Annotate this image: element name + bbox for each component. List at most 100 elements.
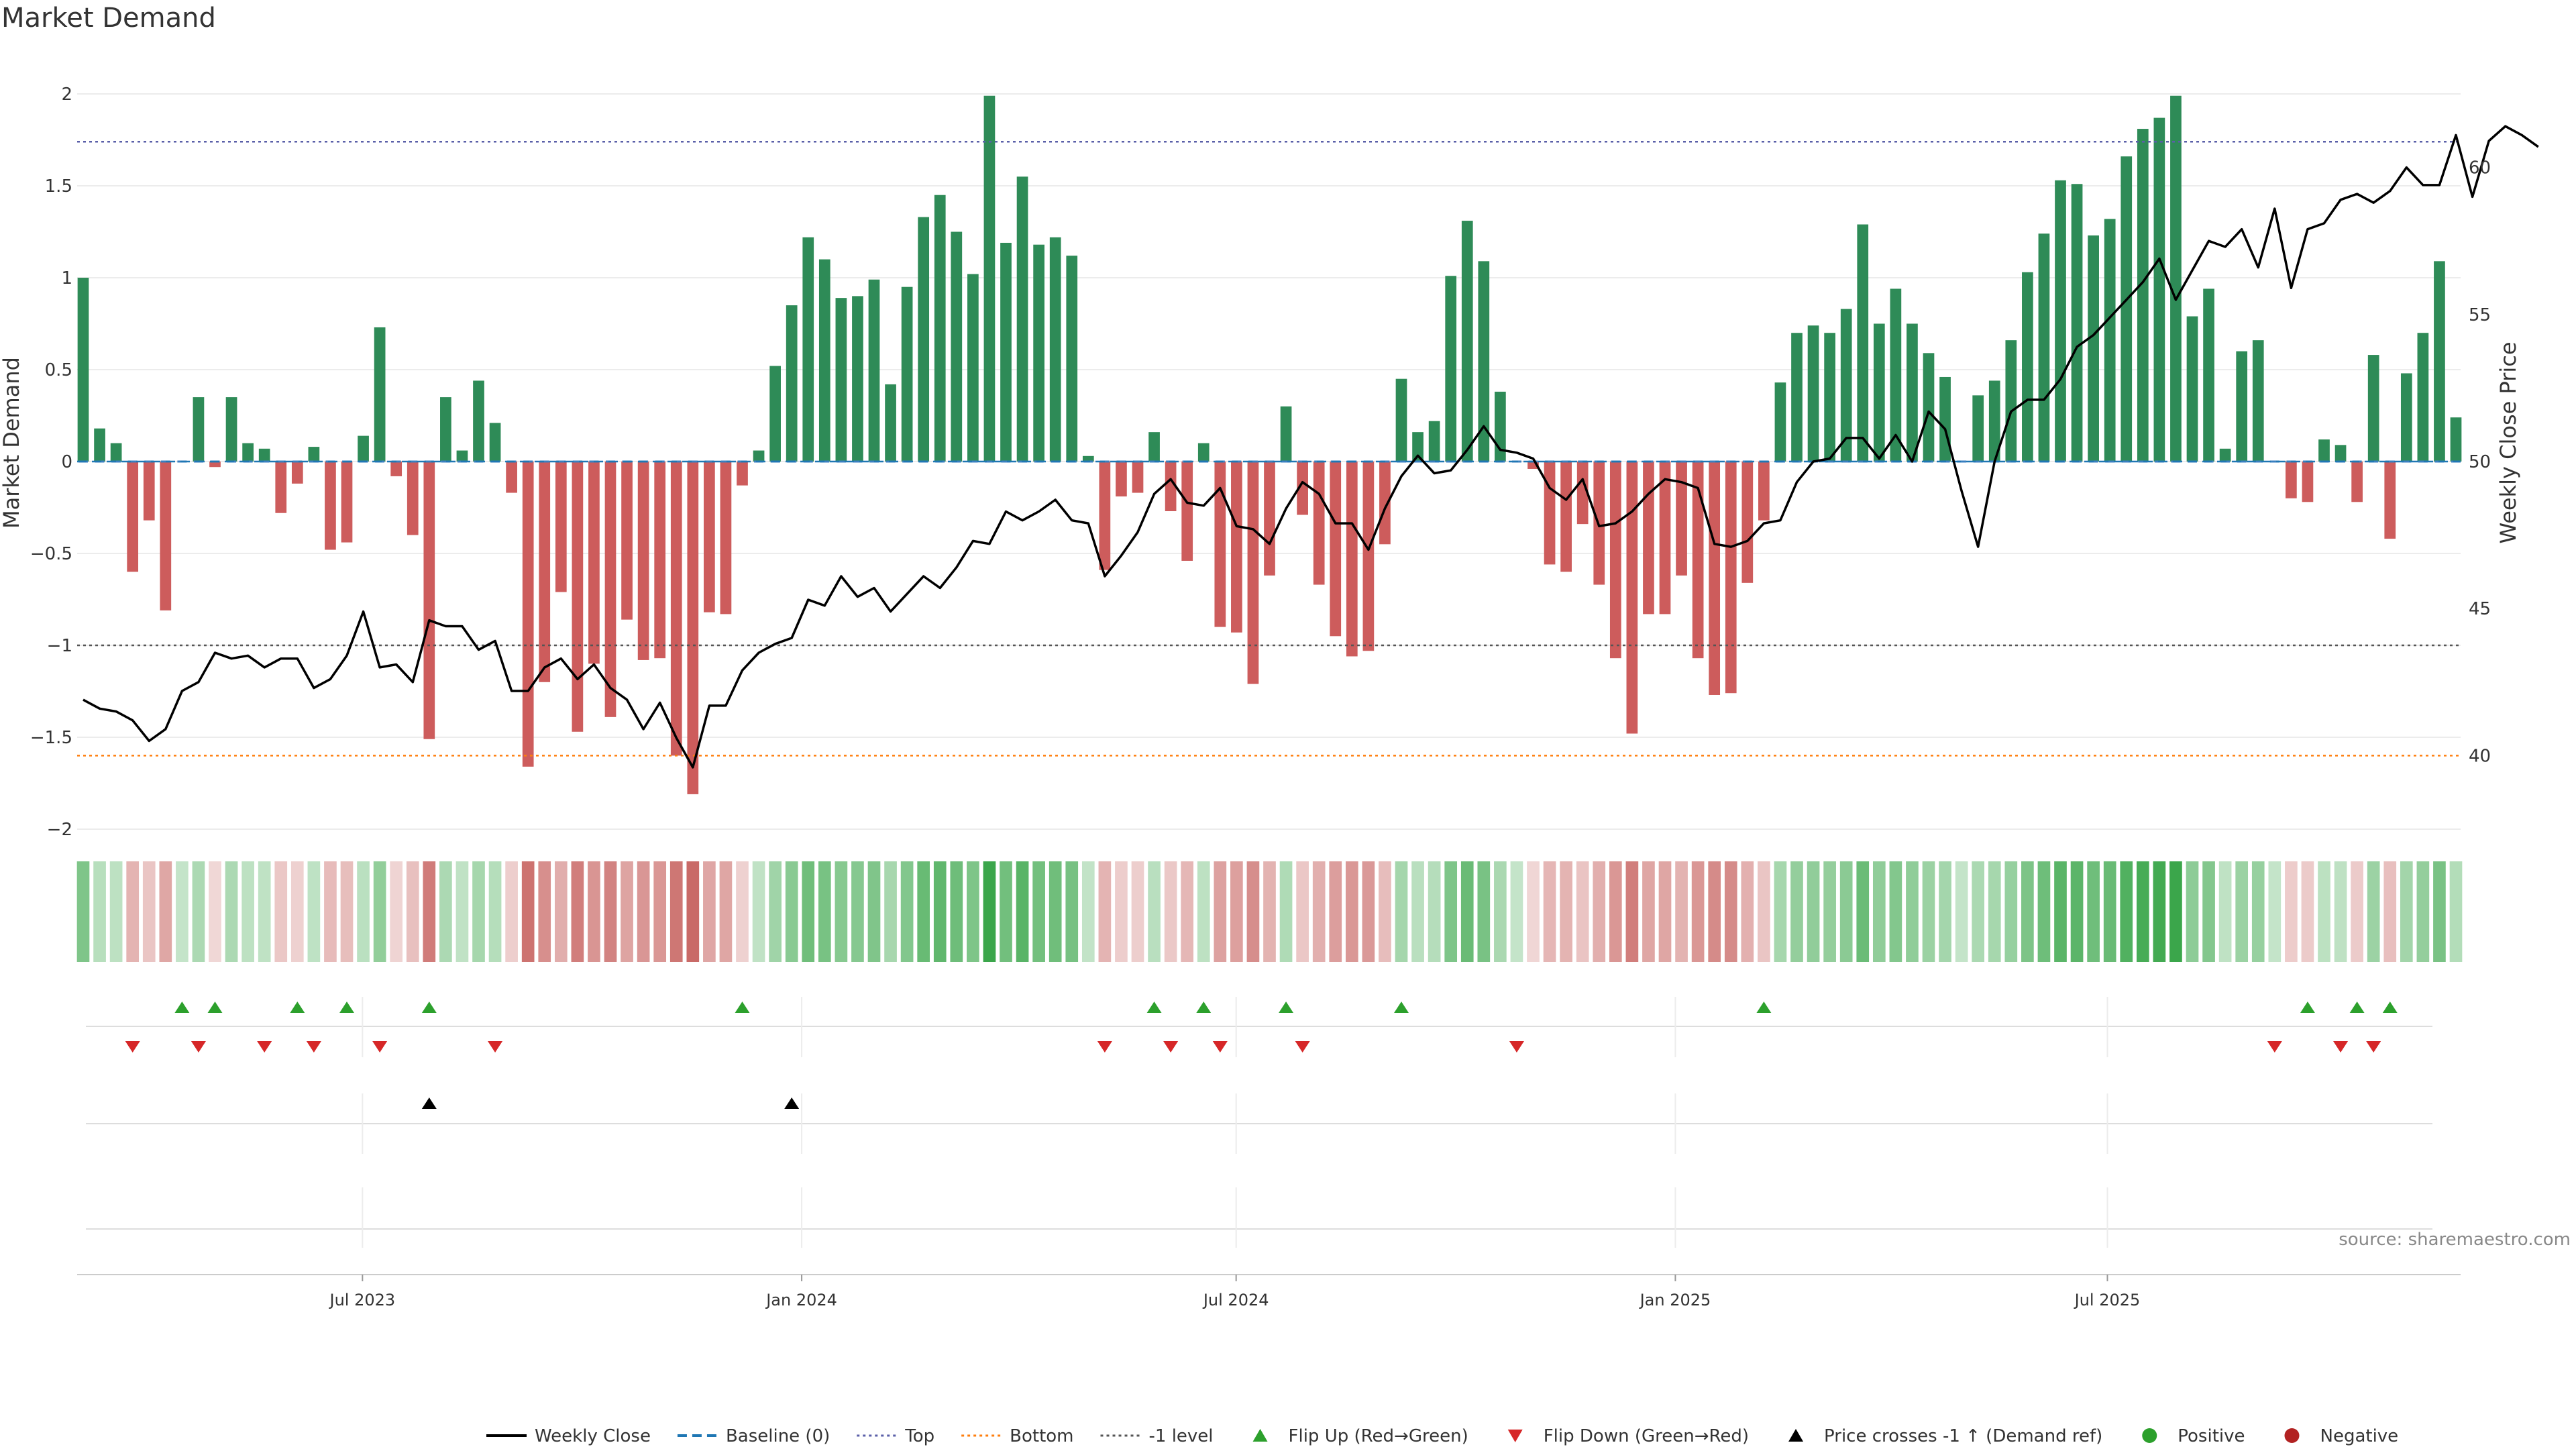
heat-cell — [2087, 861, 2100, 962]
y-left-tick-label: −0.5 — [30, 544, 72, 564]
heat-cell — [1246, 861, 1260, 962]
x-tick-label: Jul 2025 — [2074, 1291, 2141, 1309]
heat-cell — [1790, 861, 1803, 962]
heat-cell — [604, 861, 617, 962]
demand-bar — [1972, 395, 1984, 462]
flip-down-marker — [257, 1041, 272, 1053]
heat-cell — [1527, 861, 1540, 962]
heat-cell — [2153, 861, 2166, 962]
demand-bar — [2055, 180, 2066, 462]
demand-bar — [2252, 340, 2264, 462]
heat-cell — [1807, 861, 1820, 962]
heat-cell — [192, 861, 205, 962]
heat-cell — [1345, 861, 1358, 962]
legend-label: Weekly Close — [535, 1426, 651, 1446]
demand-bar — [1181, 462, 1193, 561]
demand-bar — [1576, 462, 1589, 525]
flip-up-marker — [1279, 1002, 1294, 1013]
heat-cell — [1758, 861, 1770, 962]
heat-cell — [274, 861, 288, 962]
heat-cell — [802, 861, 815, 962]
demand-bar — [2071, 184, 2083, 462]
demand-bar — [2351, 462, 2363, 502]
heat-cell — [1428, 861, 1441, 962]
heat-cell — [1115, 861, 1128, 962]
demand-bar — [1066, 256, 1078, 462]
demand-bar — [802, 237, 814, 462]
heat-cell — [1411, 861, 1424, 962]
demand-bar — [604, 462, 616, 717]
heat-cell — [1098, 861, 1112, 962]
demand-bar — [1609, 462, 1621, 659]
heat-cell — [159, 861, 172, 962]
demand-bar — [1824, 333, 1835, 462]
heat-cell — [1955, 861, 1968, 962]
heat-cell — [686, 861, 700, 962]
legend-label: Price crosses -1 ↑ (Demand ref) — [1824, 1426, 2102, 1446]
x-tick-label: Jan 2024 — [765, 1291, 837, 1309]
flip-down-marker — [1097, 1041, 1112, 1053]
demand-bar — [1758, 462, 1770, 521]
legend-label: Negative — [2320, 1426, 2399, 1446]
demand-bar — [2318, 439, 2330, 462]
heat-cell — [126, 861, 140, 962]
heat-cell — [1609, 861, 1622, 962]
demand-bar — [1676, 462, 1687, 576]
legend-swatch — [2142, 1428, 2157, 1443]
flip-down-marker — [2366, 1041, 2381, 1053]
demand-bar — [737, 462, 748, 486]
demand-bar — [2186, 316, 2198, 462]
heat-cell — [241, 861, 254, 962]
heat-cell — [538, 861, 551, 962]
heat-cell — [225, 861, 238, 962]
y-right-tick-label: 45 — [2469, 599, 2491, 619]
heat-cell — [1510, 861, 1523, 962]
demand-bar — [1939, 376, 1951, 462]
flip-down-marker — [1212, 1041, 1228, 1053]
heat-cell — [2318, 861, 2330, 962]
flip-down-marker — [1163, 1041, 1179, 1053]
demand-bar — [2367, 355, 2379, 462]
heat-cell — [1543, 861, 1556, 962]
demand-bar — [2417, 333, 2429, 462]
demand-bar — [193, 397, 205, 462]
heat-cell — [1922, 861, 1935, 962]
demand-bar — [291, 462, 303, 484]
demand-bar — [358, 435, 369, 462]
demand-bar — [1330, 462, 1342, 637]
heat-cell — [521, 861, 535, 962]
demand-bar — [1099, 462, 1111, 570]
y-left-tick-label: 1.5 — [45, 176, 72, 197]
demand-bar — [687, 462, 699, 794]
flip-down-marker — [125, 1041, 140, 1053]
demand-bar — [818, 259, 830, 462]
heat-cell — [1939, 861, 1951, 962]
demand-bar — [209, 462, 221, 468]
demand-bar — [1016, 176, 1028, 462]
demand-bar — [1049, 237, 1061, 462]
heat-cell — [933, 861, 947, 962]
demand-bar — [1807, 325, 1819, 462]
demand-bar — [951, 231, 963, 462]
price-cross-marker — [421, 1097, 437, 1109]
heat-cell — [2285, 861, 2298, 962]
demand-bar — [1840, 309, 1852, 462]
demand-bar — [1362, 462, 1375, 651]
x-axis: Jul 2023 Jan 2024 Jul 2024 Jan 2025 Jul 2025 — [77, 1274, 2461, 1309]
heat-cell — [1379, 861, 1391, 962]
heat-cell — [2218, 861, 2232, 962]
heat-cell — [406, 861, 419, 962]
demand-bar — [2434, 261, 2445, 462]
flip-up-marker — [1196, 1002, 1212, 1013]
demand-bar — [852, 296, 863, 462]
heat-cell — [1774, 861, 1787, 962]
demand-bar — [2384, 462, 2396, 539]
heat-cell — [2268, 861, 2282, 962]
heat-cell — [324, 861, 337, 962]
heat-cell — [917, 861, 930, 962]
demand-bar — [1774, 382, 1786, 462]
heat-cell — [1181, 861, 1194, 962]
demand-bar — [1116, 462, 1127, 497]
demand-bar — [769, 366, 781, 462]
y-right-tick-label: 60 — [2469, 158, 2491, 178]
